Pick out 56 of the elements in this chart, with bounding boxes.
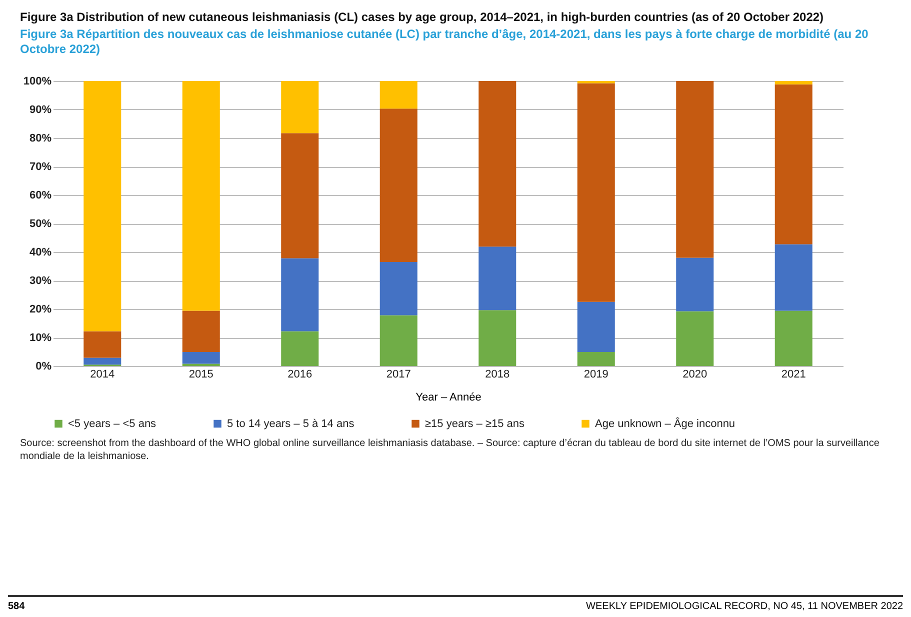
bar [478, 81, 516, 247]
bar [774, 81, 812, 84]
bar [84, 331, 122, 358]
bar [281, 81, 319, 134]
x-axis-title: Year – Année [416, 392, 482, 404]
text: 584 [8, 601, 25, 612]
x-tick-label: 2019 [584, 368, 608, 380]
y-tick-label: 90% [29, 104, 52, 116]
bar [84, 358, 122, 365]
source-note: Source: screenshot from the dashboard of the WHO global online surveillance leishmaniasis database. – Source: capture d’écran du tableau de bord du site internet de l’OMS pour la surveillance mondiale de la leishmaniose. [20, 437, 880, 463]
legend-label: ≥15 years – ≥15 ans [425, 418, 526, 430]
bar [182, 310, 220, 352]
bar [774, 84, 812, 244]
y-tick-label: 70% [29, 161, 52, 173]
bar [380, 108, 418, 262]
y-tick-label: 0% [36, 360, 52, 372]
x-tick-label: 2014 [90, 368, 115, 380]
bar [577, 302, 615, 352]
bar [478, 310, 516, 366]
y-tick-label: 40% [29, 246, 52, 258]
bar [380, 81, 418, 109]
bar [84, 81, 122, 332]
bar [676, 258, 714, 312]
x-tick-label: 2021 [781, 368, 806, 380]
bar [478, 246, 516, 310]
bar [182, 81, 220, 311]
text: WEEKLY EPIDEMIOLOGICAL RECORD, NO 45, 11 NOVEMBER 2022 [586, 601, 903, 612]
bar [676, 81, 714, 258]
x-tick-label: 2016 [288, 368, 312, 380]
x-tick-label: 2015 [188, 368, 214, 380]
y-tick-label: 80% [29, 132, 52, 144]
bar [577, 83, 615, 302]
legend-label: <5 years – <5 ans [68, 418, 157, 430]
bar [281, 331, 319, 366]
chart-subtitle: Figure 3a Répartition des nouveaux cas de leishmaniose cutanée (LC) par tranche d’âge, 2014-2021, dans les pays à forte charge de morbidité (au 20 Octobre 2022) [20, 27, 870, 57]
bar [380, 262, 418, 316]
bar [774, 310, 812, 366]
bar [182, 352, 220, 364]
bar [281, 133, 319, 258]
legend-label: 5 to 14 years – 5 à 14 ans [227, 418, 355, 430]
bar [676, 311, 714, 366]
x-tick-label: 2018 [485, 368, 510, 380]
bar [380, 315, 418, 366]
x-tick-label: 2017 [386, 368, 411, 380]
y-tick-label: 20% [29, 304, 52, 316]
y-tick-label: 30% [29, 275, 52, 287]
y-tick-label: 100% [23, 76, 52, 88]
y-tick-label: 50% [29, 218, 52, 230]
x-tick-label: 2020 [682, 368, 708, 380]
y-tick-label: 60% [29, 190, 52, 202]
y-tick-label: 10% [29, 332, 52, 344]
legend-label: Age unknown – Âge inconnu [595, 416, 736, 430]
bar [281, 258, 319, 332]
bar [577, 352, 615, 366]
bar [774, 244, 812, 311]
chart-title: Figure 3a Distribution of new cutaneous leishmaniasis (CL) cases by age group, 2014–2021, in high-burden countries (as of 20 October 2022) [20, 10, 825, 25]
